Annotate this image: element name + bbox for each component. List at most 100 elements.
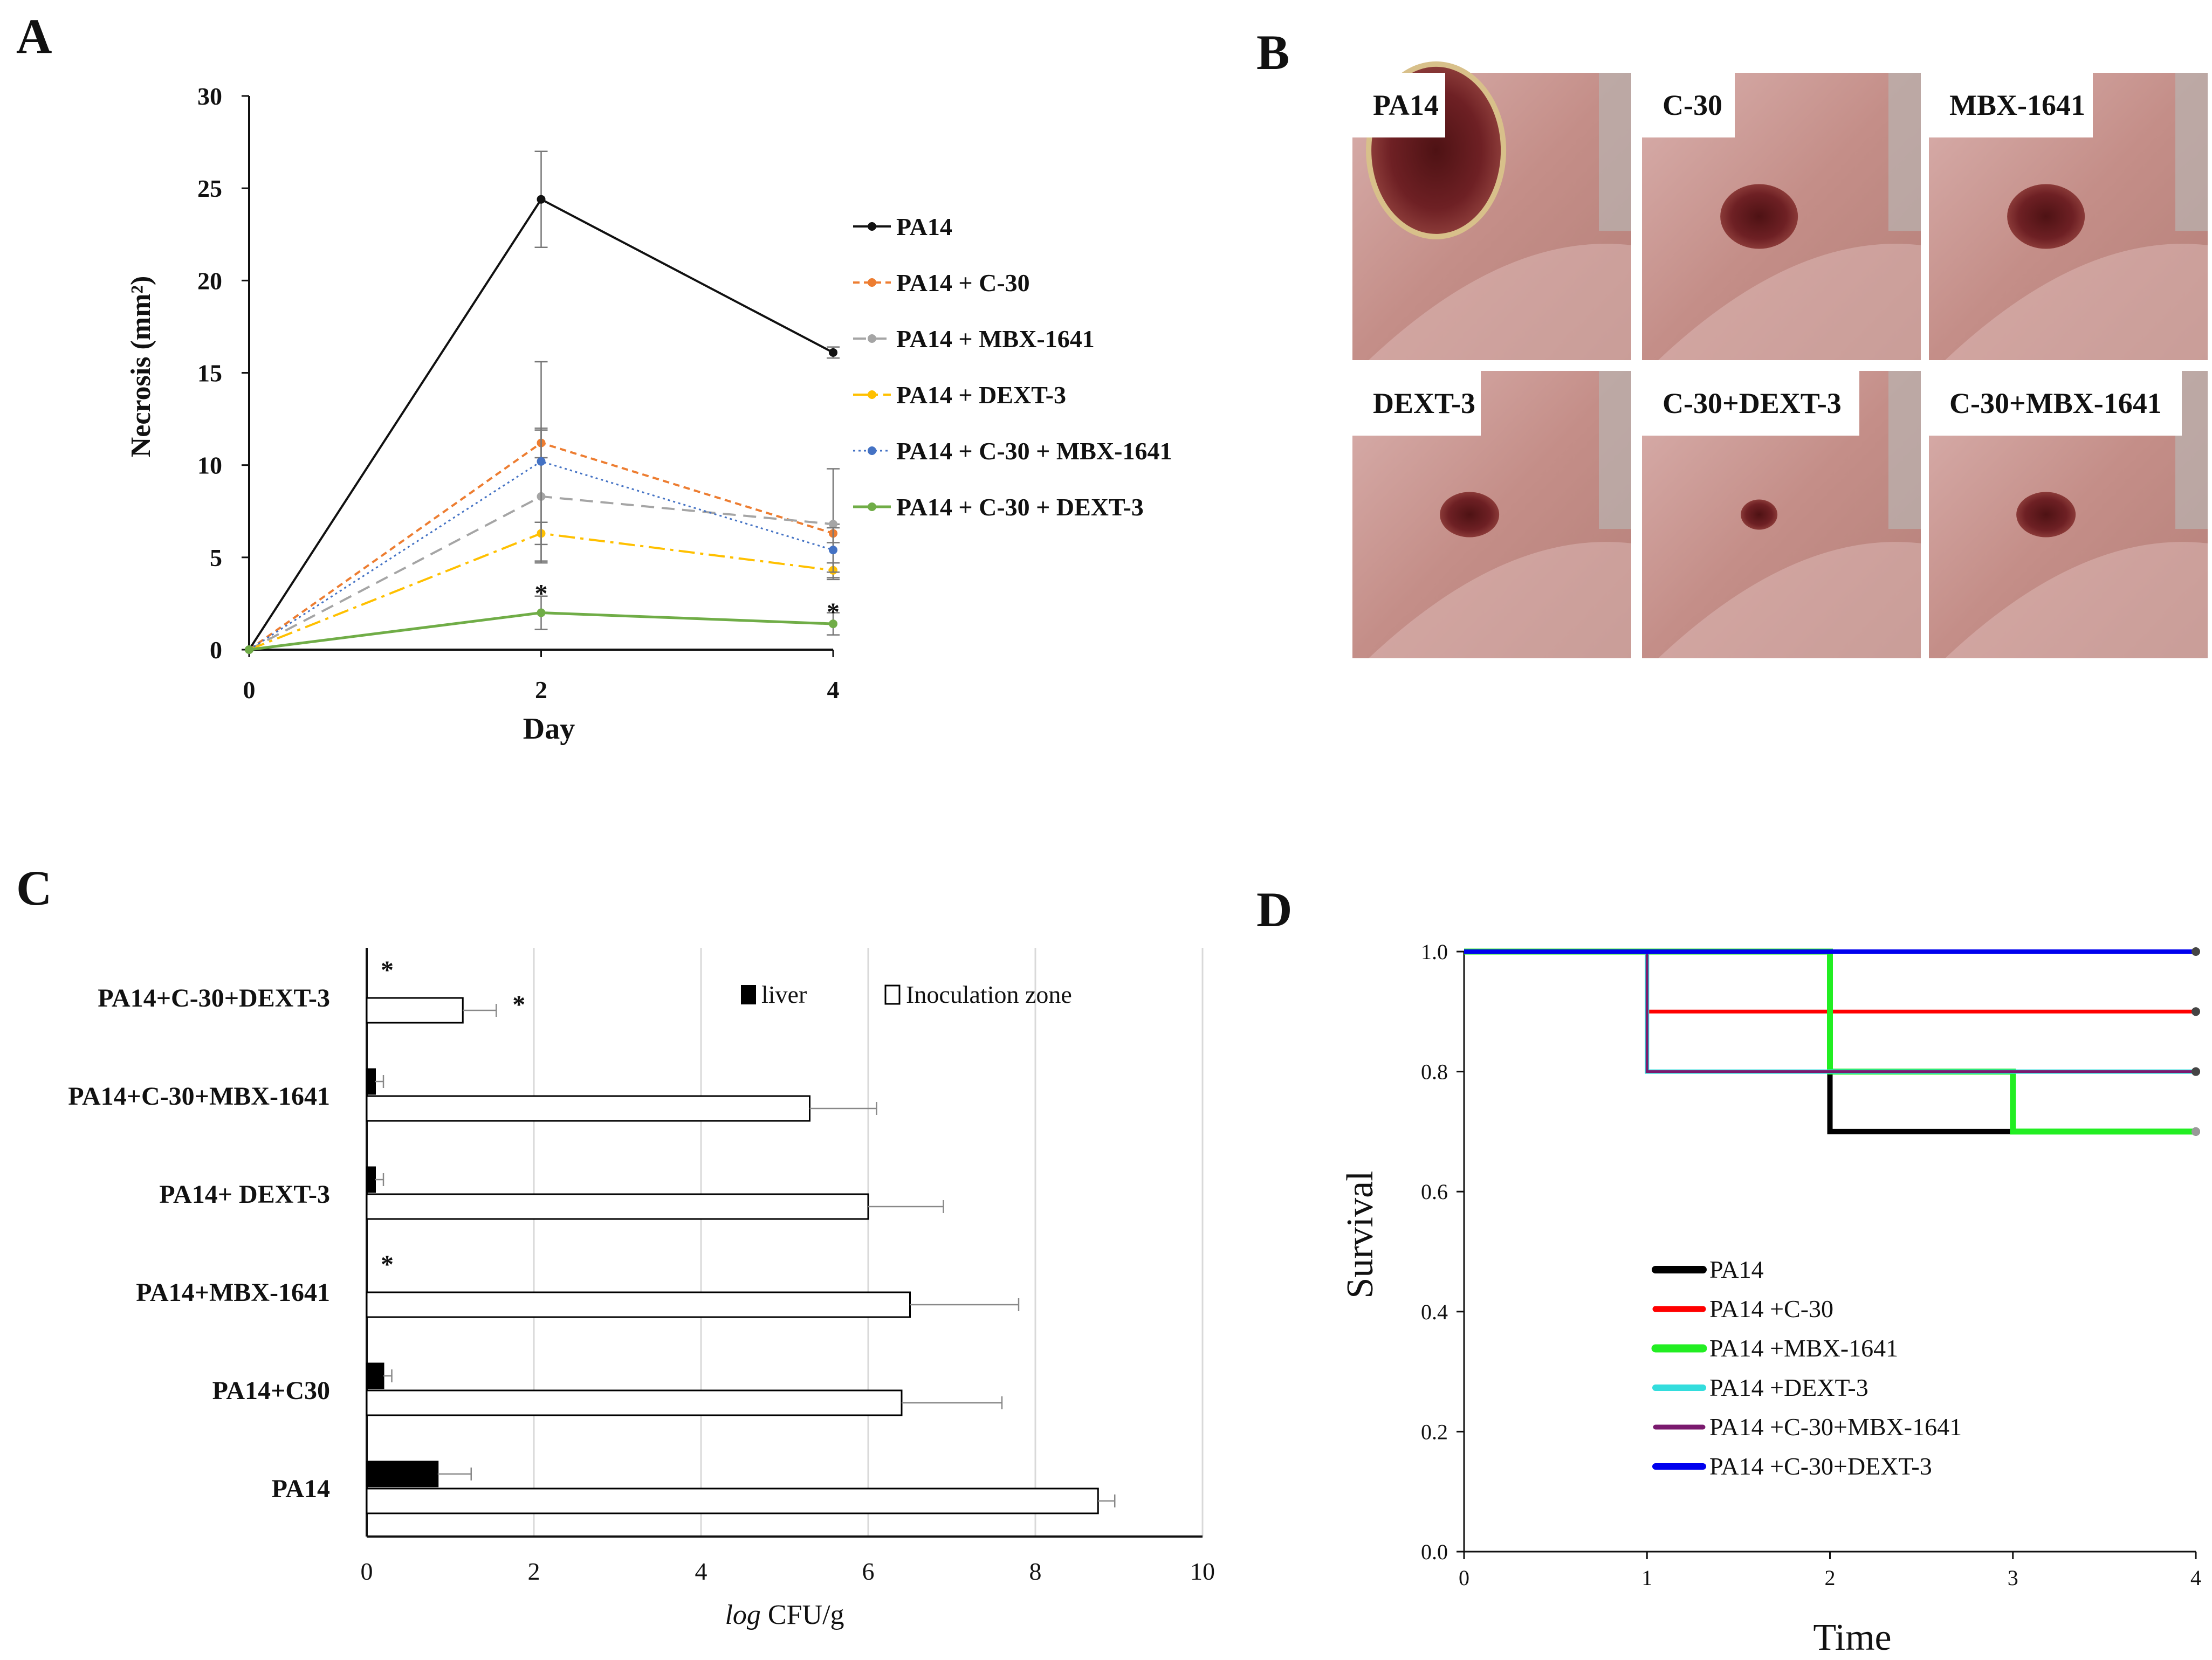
a-legend-label: PA14 + MBX-1641 [896, 325, 1095, 353]
c-bar [366, 1068, 376, 1095]
d-ytick-label: 0.2 [1421, 1420, 1448, 1444]
c-category-label: PA14+C-30+MBX-1641 [68, 1082, 330, 1111]
panel-label-c: C [16, 860, 52, 915]
photo-wound [1440, 492, 1500, 538]
c-bar [366, 1095, 810, 1122]
a-legend-label: PA14 + C-30 + DEXT-3 [896, 493, 1144, 521]
d-legend-label: PA14 +C-30+MBX-1641 [1709, 1413, 1962, 1441]
c-bar [366, 1291, 911, 1318]
photo-wound [2007, 184, 2085, 249]
photo-cell-3: MBX-1641 [1929, 73, 2208, 360]
c-xlabel-log: log [725, 1600, 760, 1630]
photo-label-bg [1929, 73, 2093, 137]
photo-limb-shade [1945, 542, 2208, 658]
panel-label-a: A [16, 9, 52, 64]
photo-label-bg [1352, 73, 1445, 137]
a-point [829, 546, 837, 555]
d-xtick-label: 3 [2008, 1566, 2018, 1590]
d-legend-label: PA14 [1709, 1256, 1764, 1283]
photo-label: C-30 [1663, 89, 1722, 121]
c-significance-star: * [381, 956, 394, 984]
photo-label-bg [1642, 371, 1859, 436]
d-xtick-label: 0 [1459, 1566, 1469, 1590]
c-significance-star: * [381, 1250, 394, 1279]
c-xtick-label: 8 [1029, 1558, 1042, 1585]
a-legend-marker [868, 278, 876, 287]
d-end-point [2192, 1067, 2200, 1076]
a-ytick-label: 10 [197, 452, 222, 479]
c-legend-swatch-zone [884, 984, 901, 1005]
d-legend-label: PA14 +C-30 [1709, 1295, 1833, 1323]
a-significance-star: * [535, 580, 548, 608]
photo-wound [1741, 499, 1778, 530]
d-legend-label: PA14 +MBX-1641 [1709, 1334, 1898, 1362]
photo-label: C-30+MBX-1641 [1949, 387, 2162, 419]
a-xlabel: Day [523, 712, 575, 746]
c-legend-label: liver [761, 981, 807, 1008]
a-point [537, 457, 546, 466]
c-category-label: PA14+C30 [212, 1376, 330, 1405]
a-point [829, 520, 837, 529]
a-ytick-label: 0 [210, 636, 222, 664]
photo-label: DEXT-3 [1373, 387, 1475, 419]
a-ytick-label: 5 [210, 544, 222, 571]
a-ytick-label: 30 [197, 82, 222, 110]
d-end-point [2192, 1127, 2200, 1136]
d-xtick-label: 4 [2190, 1566, 2201, 1590]
c-xtick-label: 2 [528, 1558, 540, 1585]
d-ytick-label: 0.8 [1421, 1060, 1448, 1084]
photo-wound [1720, 184, 1798, 249]
a-series-line-4 [249, 460, 834, 651]
a-xtick-label: 0 [243, 676, 256, 704]
photo-background [1888, 73, 1921, 231]
c-bar [366, 1389, 903, 1416]
a-point [829, 348, 837, 357]
a-legend-marker [868, 222, 876, 231]
d-end-point [2192, 1007, 2200, 1016]
a-legend-label: PA14 + C-30 + MBX-1641 [896, 437, 1172, 465]
c-bar [366, 1487, 1099, 1514]
d-legend-label: PA14 +DEXT-3 [1709, 1374, 1868, 1401]
panel-b-photo-grid: PA14 C-30 MBX-1641 DEXT-3 C-30+DEXT-3 C-30+MB… [1352, 61, 2208, 658]
c-xtick-label: 0 [361, 1558, 373, 1585]
photo-label: C-30+DEXT-3 [1663, 387, 1842, 419]
photo-cell-4: DEXT-3 [1352, 371, 1631, 658]
c-bar [366, 1193, 869, 1220]
c-xtick-label: 4 [695, 1558, 707, 1585]
photo-wound [2016, 492, 2076, 538]
d-ytick-label: 0.4 [1421, 1300, 1448, 1324]
panel-a-line-chart: Necrosis (mm²) Day 0 5 10 15 20 25 30 0 2 4 * * P… [126, 82, 1172, 746]
c-xlabel: log CFU/g [725, 1600, 844, 1630]
a-point [537, 195, 546, 204]
a-point [245, 645, 253, 654]
photo-background [1888, 371, 1921, 529]
d-xtick-label: 1 [1641, 1566, 1652, 1590]
c-category-label: PA14 [272, 1475, 330, 1503]
photo-background [2175, 73, 2208, 231]
c-category-label: PA14+C-30+DEXT-3 [98, 984, 330, 1012]
c-category-label: PA14+ DEXT-3 [159, 1180, 330, 1209]
c-xlabel-rest: CFU/g [761, 1600, 844, 1630]
photo-label-bg [1642, 73, 1735, 137]
c-xtick-label: 10 [1190, 1558, 1215, 1585]
photo-limb-shade [1369, 542, 1631, 658]
d-ytick-label: 0.6 [1421, 1180, 1448, 1204]
photo-limb-shade [1658, 244, 1921, 360]
c-legend-swatch-liver [741, 985, 756, 1004]
d-ytick-label: 0.0 [1421, 1540, 1448, 1564]
photo-label-bg [1929, 371, 2182, 436]
c-bar [366, 1166, 376, 1193]
d-xlabel: Time [1813, 1617, 1891, 1658]
a-legend-marker [868, 502, 876, 511]
panel-label-d: D [1256, 882, 1292, 937]
a-xtick-label: 2 [535, 676, 547, 704]
d-xtick-label: 2 [1825, 1566, 1836, 1590]
photo-cell-6: C-30+MBX-1641 [1929, 371, 2208, 658]
photo-label: PA14 [1373, 89, 1439, 121]
photo-limb-shade [1658, 542, 1921, 658]
photo-label-bg [1352, 371, 1481, 436]
d-legend-label: PA14 +C-30+DEXT-3 [1709, 1452, 1932, 1480]
c-bar [366, 1461, 439, 1487]
photo-label: MBX-1641 [1949, 89, 2085, 121]
photo-cell-2: C-30 [1642, 73, 1921, 360]
